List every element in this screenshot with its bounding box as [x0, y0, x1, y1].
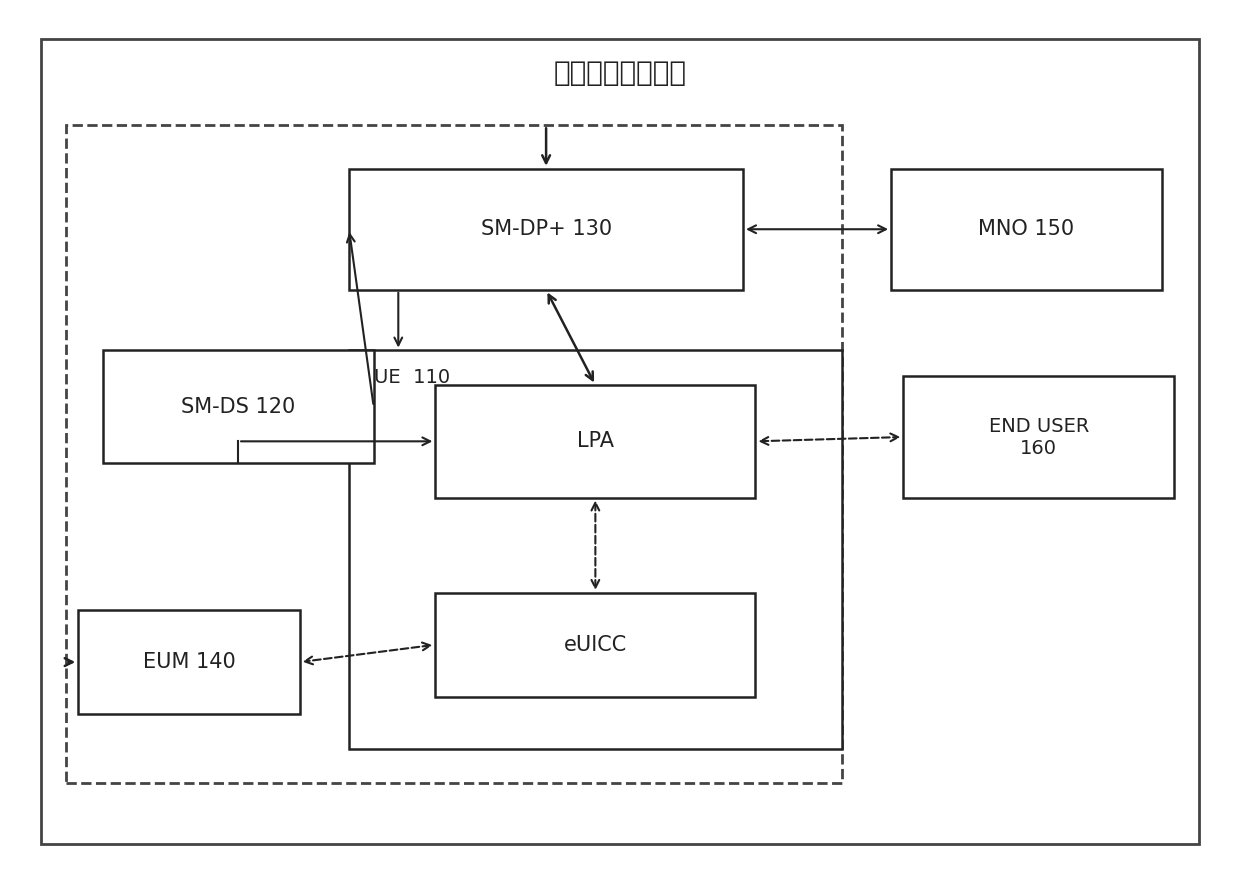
- Bar: [435, 385, 755, 497]
- Text: MNO 150: MNO 150: [978, 219, 1075, 239]
- Text: EUM 140: EUM 140: [143, 652, 236, 672]
- Bar: [66, 125, 842, 783]
- Bar: [903, 377, 1174, 497]
- Text: 配置文件管理系统: 配置文件管理系统: [553, 59, 687, 87]
- Bar: [348, 350, 842, 749]
- Text: SM-DS 120: SM-DS 120: [181, 397, 295, 417]
- Text: UE  110: UE 110: [373, 368, 450, 387]
- Text: eUICC: eUICC: [564, 635, 627, 655]
- Bar: [103, 350, 373, 463]
- Bar: [892, 169, 1162, 290]
- Bar: [348, 169, 743, 290]
- Text: LPA: LPA: [577, 432, 614, 451]
- Bar: [78, 610, 300, 714]
- Bar: [435, 593, 755, 697]
- Text: END USER
160: END USER 160: [988, 417, 1089, 457]
- Text: SM-DP+ 130: SM-DP+ 130: [481, 219, 611, 239]
